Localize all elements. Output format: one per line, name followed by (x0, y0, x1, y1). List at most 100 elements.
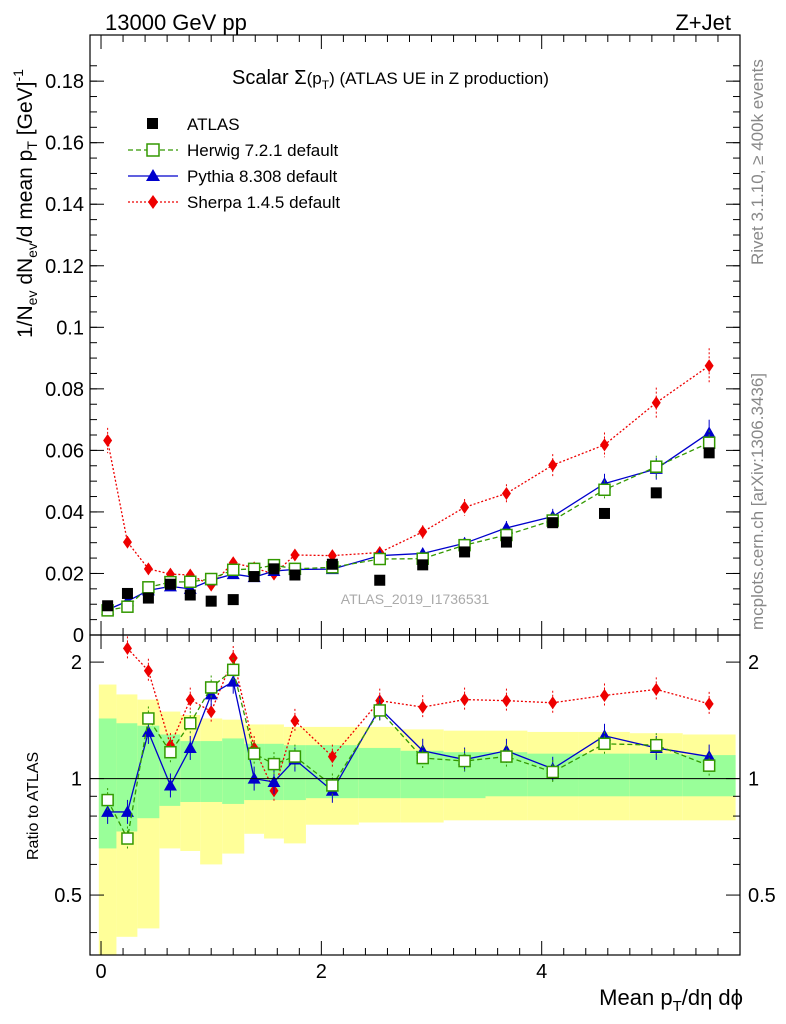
ratio-point-herwig (373, 704, 386, 717)
ratio-y-tick-label: 2 (71, 652, 82, 674)
ratio-point-sherpa (206, 705, 216, 719)
main-point-atlas (268, 563, 280, 575)
ratio-band-inner-bin (116, 723, 138, 832)
legend-label-sherpa: Sherpa 1.4.5 default (187, 193, 340, 212)
ratio-band-inner-bin (98, 718, 117, 849)
main-point-sherpa (501, 486, 511, 500)
main-point-sherpa (103, 434, 113, 448)
main-point-atlas (417, 559, 429, 571)
main-point-atlas (184, 589, 196, 601)
ratio-point-sherpa (599, 688, 609, 702)
main-series-herwig (101, 430, 716, 617)
main-y-tick-label: 0.16 (45, 133, 84, 155)
ratio-point-pythia (163, 778, 177, 791)
ratio-band-inner-bin (358, 747, 401, 799)
main-point-atlas (326, 558, 338, 570)
ratio-point-herwig (598, 737, 611, 751)
ratio-band-inner-bin (629, 753, 683, 797)
ratio-series-sherpa (122, 636, 714, 803)
main-point-herwig (142, 581, 155, 594)
main-point-sherpa (460, 500, 470, 514)
ratio-band-inner-bin (200, 741, 223, 802)
legend-entry-pythia: Pythia 8.308 default (128, 167, 338, 186)
ratio-y-tick-label-right: 1 (748, 769, 759, 791)
main-y-tick-label: 0.02 (45, 563, 84, 585)
ratio-point-sherpa (327, 750, 337, 764)
ratio-point-pythia (141, 725, 155, 737)
legend-marker-sherpa (148, 195, 158, 209)
ratio-point-herwig (121, 832, 134, 845)
ratio-point-herwig (546, 765, 559, 779)
ratio-point-herwig (101, 793, 114, 807)
main-y-tick-label: 0.18 (45, 71, 84, 93)
ratio-y-tick-label-right: 2 (748, 652, 759, 674)
ratio-point-herwig (164, 745, 177, 759)
ratio-point-herwig (226, 663, 240, 677)
main-y-tick-label: 0.06 (45, 440, 84, 462)
ratio-point-pythia (183, 741, 197, 753)
ratio-point-herwig (326, 779, 339, 792)
main-point-atlas (703, 447, 715, 459)
ratio-y-tick-label: 1 (71, 769, 82, 791)
ratio-point-sherpa (290, 714, 300, 728)
main-point-herwig (226, 563, 240, 577)
main-point-herwig (702, 436, 716, 449)
ratio-line-sherpa (126, 647, 710, 793)
ratio-point-herwig (184, 716, 197, 730)
main-series-atlas (102, 447, 715, 612)
ratio-band-inner-bin (578, 753, 630, 797)
ratio-point-herwig (288, 750, 302, 763)
ratio-point-pythia (101, 805, 115, 817)
legend-label-atlas: ATLAS (187, 115, 240, 134)
ratio-point-herwig (247, 747, 261, 760)
main-point-herwig (650, 460, 663, 473)
main-point-sherpa (122, 535, 132, 549)
ratio-point-pythia (247, 772, 261, 784)
x-tick-label: 2 (316, 961, 327, 983)
ratio-point-sherpa (548, 696, 558, 710)
legend-entry-herwig: Herwig 7.2.1 default (128, 141, 338, 160)
ratio-point-sherpa (185, 693, 195, 707)
main-point-atlas (248, 571, 260, 583)
plot-title: Scalar Σ(pT) (ATLAS UE in Z production) (232, 67, 549, 92)
rivet-version-label: Rivet 3.1.10, ≥ 400k events (748, 59, 767, 265)
ratio-point-sherpa (460, 693, 470, 707)
main-y-axis-label: 1/Nev dNev/d mean pT [GeV]-1 (10, 69, 40, 338)
main-point-atlas (374, 574, 386, 586)
main-point-atlas (650, 487, 662, 499)
main-point-sherpa (548, 458, 558, 472)
ratio-plot-marks (101, 636, 716, 851)
main-series-sherpa (103, 348, 714, 592)
ratio-point-herwig (650, 738, 663, 752)
legend-entry-sherpa: Sherpa 1.4.5 default (128, 193, 340, 212)
main-y-tick-label: 0 (73, 625, 84, 647)
ratio-band-inner-bin (222, 738, 245, 804)
energy-label: 13000 GeV pp (105, 10, 247, 35)
main-point-herwig (204, 572, 218, 586)
main-point-atlas (164, 578, 176, 590)
x-tick-label: 0 (95, 961, 106, 983)
main-point-sherpa (599, 438, 609, 452)
main-line-sherpa (106, 365, 710, 586)
ratio-point-sherpa (704, 697, 714, 711)
ratio-frame (89, 634, 741, 956)
ratio-point-sherpa (418, 700, 428, 714)
x-tick-label: 4 (536, 961, 547, 983)
main-point-sherpa (651, 396, 661, 410)
legend-marker-herwig (146, 143, 160, 157)
ratio-point-pythia (226, 675, 240, 687)
main-point-atlas (459, 546, 471, 558)
main-point-atlas (598, 507, 610, 519)
ratio-point-herwig (142, 712, 155, 725)
main-point-atlas (121, 587, 133, 599)
main-point-atlas (289, 569, 301, 581)
main-line-pythia (107, 432, 710, 611)
main-point-herwig (373, 552, 386, 566)
main-point-atlas (205, 595, 217, 607)
legend-marker-atlas (147, 118, 158, 129)
main-point-sherpa (143, 562, 153, 576)
main-point-atlas (547, 517, 559, 529)
main-point-herwig (184, 575, 197, 589)
main-point-herwig (598, 483, 611, 497)
